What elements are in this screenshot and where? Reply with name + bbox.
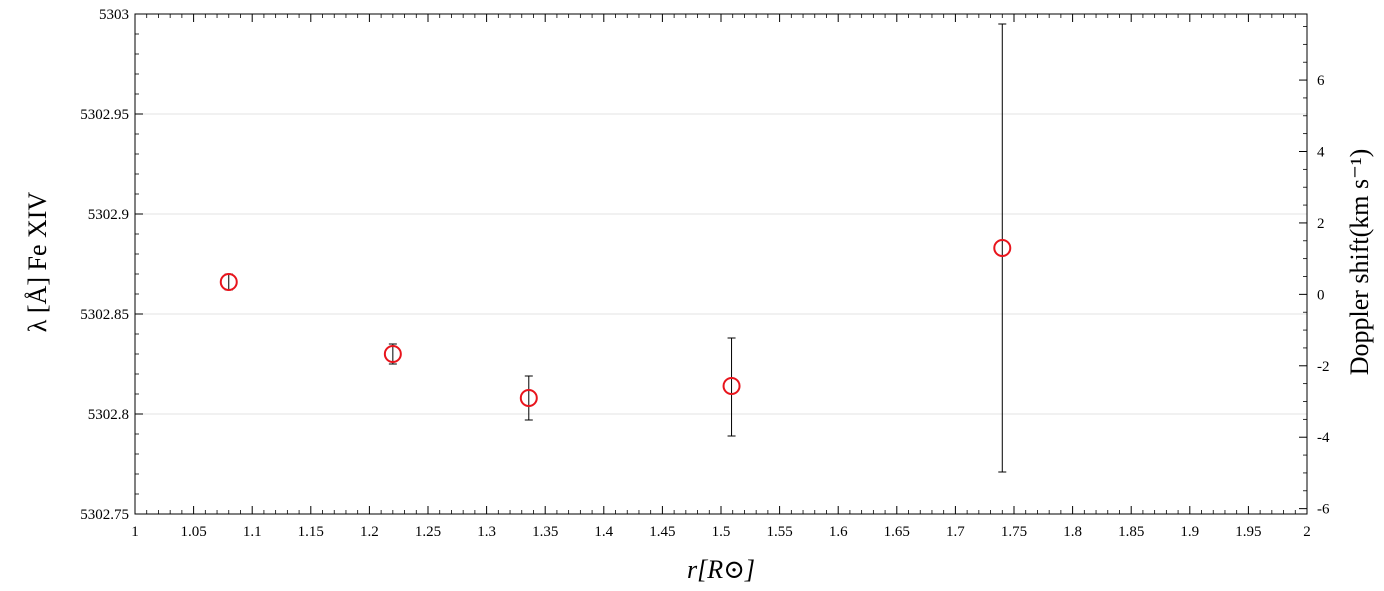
x-tick-label: 1.85 <box>1118 524 1144 540</box>
data-point <box>519 375 538 421</box>
marker-circle <box>519 389 538 407</box>
x-tick-label: 1.6 <box>829 524 848 540</box>
marker-circle <box>722 377 741 395</box>
y2-tick-label: 0 <box>1317 287 1325 303</box>
marker-circle <box>993 239 1012 257</box>
x-tick-label: 1.25 <box>415 524 441 540</box>
marker-circle <box>219 273 238 291</box>
x-tick-label: 2 <box>1303 524 1311 540</box>
grid-lines <box>135 113 1307 415</box>
plot-frame <box>134 13 1308 515</box>
y-tick-label: 5302.8 <box>88 407 129 423</box>
data-point <box>993 23 1012 473</box>
marker-circle <box>383 345 402 363</box>
x-tick-label: 1.55 <box>766 524 792 540</box>
data-point <box>383 343 402 365</box>
x-tick-label: 1.95 <box>1235 524 1261 540</box>
x-tick-label: 1.4 <box>594 524 613 540</box>
minor-ticks <box>135 14 1307 514</box>
x-tick-label: 1.75 <box>1001 524 1027 540</box>
plot-area-border <box>134 13 1308 515</box>
x-tick-label: 1.5 <box>712 524 731 540</box>
x-tick-label: 1.3 <box>477 524 496 540</box>
data-point <box>722 337 741 437</box>
y2-tick-label: 2 <box>1317 216 1325 232</box>
x-tick-label: 1.7 <box>946 524 965 540</box>
x-tick-label: 1.45 <box>649 524 675 540</box>
y-axis-title: λ [Å] Fe XIV <box>23 192 52 333</box>
x-tick-label: 1.15 <box>298 524 324 540</box>
x-tick-label: 1.05 <box>180 524 206 540</box>
x-tick-label: 1.9 <box>1180 524 1199 540</box>
y-axis-right: -6 -4 -2 0 2 4 6 <box>1299 73 1330 518</box>
y2-tick-label: -2 <box>1317 359 1330 375</box>
y2-tick-label: -4 <box>1317 430 1330 446</box>
data-point <box>219 273 238 291</box>
y-tick-label: 5302.75 <box>80 507 129 523</box>
data-series <box>219 23 1012 473</box>
y-tick-label: 5302.95 <box>80 107 129 123</box>
x-tick-label: 1.35 <box>532 524 558 540</box>
y-axis-left: 5302.75 5302.8 5302.85 5302.9 5302.95 5303 <box>80 7 143 523</box>
y-tick-label: 5303 <box>99 7 129 23</box>
y-tick-label: 5302.9 <box>88 207 129 223</box>
x-tick-label: 1.8 <box>1063 524 1082 540</box>
y2-tick-label: 4 <box>1317 145 1325 161</box>
x-tick-label: 1.1 <box>243 524 262 540</box>
y2-tick-label: 6 <box>1317 73 1325 89</box>
y2-axis-title: Doppler shift(km s⁻¹) <box>1345 149 1374 376</box>
y2-tick-label: -6 <box>1317 502 1330 518</box>
x-tick-label: 1.2 <box>360 524 379 540</box>
x-axis-title: r[R⊙] <box>687 555 755 584</box>
x-axis: 1 1.05 1.1 1.15 1.2 1.25 1.3 1.35 1.4 1.45 1.5 1.55… <box>131 14 1311 540</box>
x-tick-label: 1 <box>131 524 139 540</box>
y-tick-label: 5302.85 <box>80 307 129 323</box>
x-tick-label: 1.65 <box>884 524 910 540</box>
